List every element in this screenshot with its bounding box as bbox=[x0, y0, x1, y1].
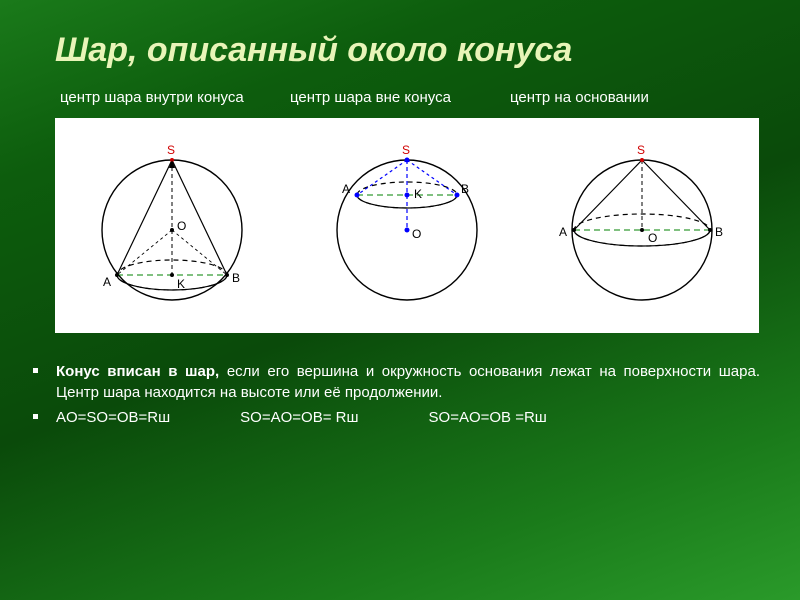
label-O: O bbox=[648, 231, 657, 245]
label-S: S bbox=[637, 143, 645, 157]
label-K: K bbox=[177, 277, 185, 291]
label-A: A bbox=[103, 275, 111, 289]
formula-row: AO=SO=OB=Rш SO=AO=OB= Rш SO=AO=OB =Rш bbox=[56, 407, 547, 428]
diagram-panel: S O K A B S bbox=[55, 118, 759, 333]
label-A: A bbox=[342, 182, 350, 196]
label-S: S bbox=[402, 143, 410, 157]
slide-title: Шар, описанный около конуса bbox=[55, 30, 760, 71]
label-A: A bbox=[559, 225, 567, 239]
bullet-icon bbox=[33, 368, 38, 373]
diagram-center-onbase: S O A B bbox=[537, 130, 747, 320]
formula-2: SO=AO=OB= Rш bbox=[240, 407, 358, 428]
diagram-center-outside: S K O A B bbox=[302, 130, 512, 320]
bullet-icon bbox=[33, 414, 38, 419]
body-text: Конус вписан в шар, если его вершина и о… bbox=[55, 361, 760, 428]
diagram-center-inside: S O K A B bbox=[67, 130, 277, 320]
definition-paragraph: Конус вписан в шар, если его вершина и о… bbox=[56, 361, 760, 403]
label-O: O bbox=[177, 219, 186, 233]
caption-onbase: центр на основании bbox=[510, 89, 649, 106]
diagram-captions: центр шара внутри конуса центр шара вне … bbox=[55, 89, 760, 106]
formula-3: SO=AO=OB =Rш bbox=[429, 407, 547, 428]
caption-outside: центр шара вне конуса bbox=[290, 89, 490, 106]
label-B: B bbox=[232, 271, 240, 285]
label-S: S bbox=[167, 143, 175, 157]
slide: Шар, описанный около конуса центр шара в… bbox=[0, 0, 800, 600]
caption-inside: центр шара внутри конуса bbox=[60, 89, 270, 106]
formula-1: AO=SO=OB=Rш bbox=[56, 407, 170, 428]
label-B: B bbox=[715, 225, 723, 239]
label-B: B bbox=[461, 182, 469, 196]
label-K: K bbox=[414, 187, 422, 201]
label-O: O bbox=[412, 227, 421, 241]
lead-bold: Конус вписан в шар, bbox=[56, 363, 219, 380]
